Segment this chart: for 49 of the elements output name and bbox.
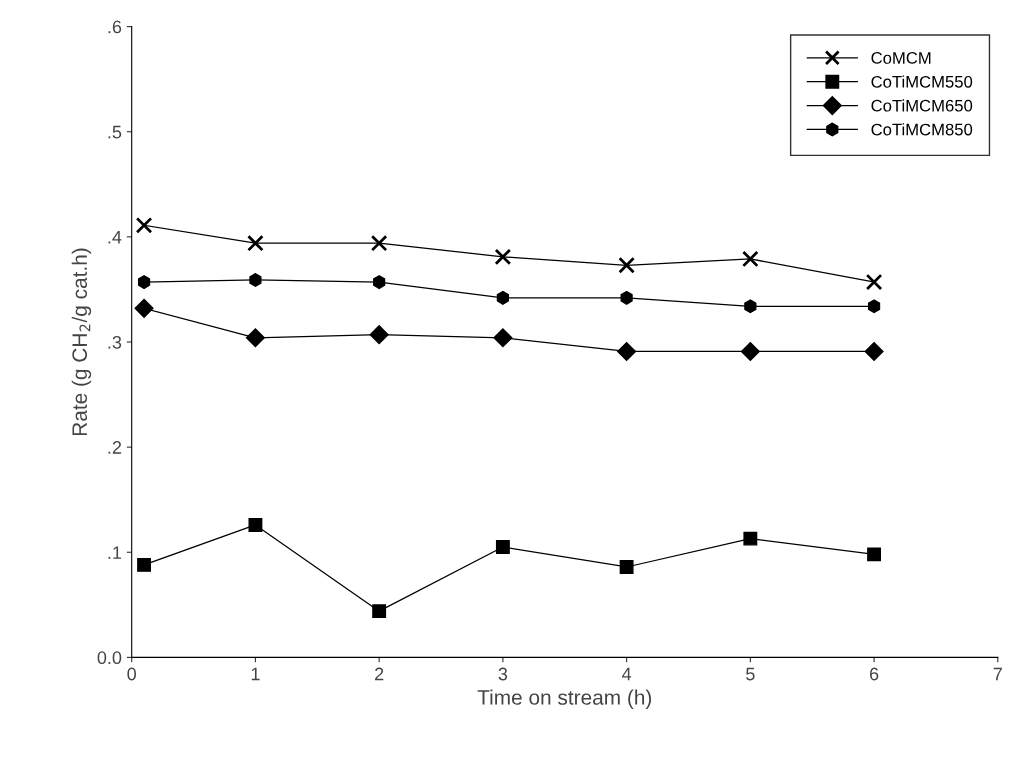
point	[620, 290, 633, 305]
point	[744, 299, 757, 314]
point	[245, 328, 265, 348]
x-axis-title: Time on stream (h)	[477, 689, 652, 709]
point	[493, 328, 513, 348]
point	[865, 273, 883, 291]
point	[247, 234, 264, 252]
x-tick-label: 7	[993, 667, 1002, 681]
x-tick-label: 1	[251, 667, 260, 681]
y-tick-label: 0.0	[97, 651, 122, 665]
point	[137, 557, 152, 572]
x-tick-label: 3	[498, 667, 508, 681]
x-tick-label: 5	[746, 667, 755, 681]
legend-label: CoTiMCM550	[871, 75, 973, 88]
legend-label: CoTiMCM850	[871, 123, 973, 136]
x-tick-label: 4	[622, 667, 632, 681]
point	[496, 290, 509, 305]
x-tick-label: 2	[375, 667, 384, 681]
point	[370, 234, 388, 252]
y-tick-label: .4	[108, 230, 122, 244]
point	[134, 298, 154, 318]
legend-label: CoTiMCM650	[871, 99, 973, 112]
y-tick-label: .3	[108, 335, 122, 349]
point	[617, 341, 637, 361]
point	[494, 248, 512, 266]
point	[249, 273, 262, 287]
point	[743, 531, 758, 546]
point	[495, 540, 510, 554]
point	[618, 256, 635, 274]
x-tick-label: 6	[869, 667, 879, 681]
point	[135, 216, 153, 234]
point	[742, 250, 759, 268]
point	[372, 604, 387, 619]
y-tick-label: .6	[108, 20, 122, 34]
y-tick-label: .1	[108, 546, 122, 559]
point	[867, 547, 882, 562]
point	[619, 560, 634, 574]
point	[864, 341, 884, 361]
point	[740, 341, 760, 361]
point	[373, 275, 386, 290]
y-tick-label: .2	[108, 441, 122, 454]
point	[369, 325, 389, 345]
point	[867, 299, 881, 314]
y-tick-label: .5	[108, 125, 122, 139]
point	[248, 517, 263, 532]
x-tick-label: 0	[127, 667, 137, 681]
y-axis-title: Rate (g CH$_{2}$/g cat.h)	[71, 248, 92, 436]
legend-label: CoMCM	[871, 52, 931, 64]
point	[137, 275, 151, 290]
